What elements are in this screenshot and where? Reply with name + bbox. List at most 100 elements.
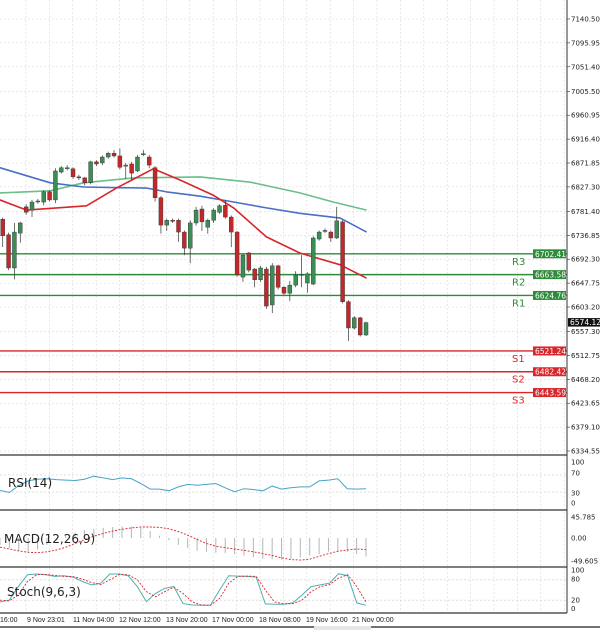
rsi-label: RSI(14): [8, 476, 52, 490]
candle: [182, 230, 187, 256]
level-price-label: 6443.59: [535, 389, 566, 398]
time-tick-label: 16:00: [0, 617, 18, 624]
candle-body: [193, 209, 199, 224]
price-tick-label: 7140.50: [571, 16, 600, 24]
candle-body: [246, 252, 252, 271]
rsi-tick-label: 70: [571, 470, 580, 478]
candle-body: [346, 301, 351, 329]
candle: [53, 168, 58, 204]
level-price-label: 6663.58: [535, 271, 566, 280]
candle-body: [117, 155, 123, 168]
scrollbar-thumb[interactable]: [314, 626, 371, 630]
level-price-label: 6702.41: [535, 250, 566, 259]
candle-body: [146, 156, 152, 166]
candle-body: [322, 230, 328, 232]
price-tick-label: 6603.20: [571, 304, 600, 312]
moving-average-fast: [0, 168, 367, 279]
candle-body: [270, 265, 275, 306]
candle-body: [141, 153, 146, 156]
current-price-label: 6574.12: [570, 318, 600, 327]
candle-body: [158, 197, 164, 226]
stoch-d-line: [0, 573, 367, 606]
candle-body: [182, 231, 187, 249]
moving-average-mid: [0, 166, 367, 233]
candle-body: [334, 220, 339, 239]
candle-body: [41, 191, 46, 203]
price-tick-label: 6423.65: [571, 400, 600, 408]
candle-body: [82, 177, 87, 183]
time-tick-label: 19 Nov 16:00: [306, 617, 348, 624]
candle-body: [264, 268, 269, 307]
candle-body: [281, 287, 287, 294]
candle-body: [23, 206, 29, 213]
candle: [205, 218, 211, 234]
candle-body: [340, 221, 345, 302]
candle-body: [199, 208, 205, 223]
level-label-s1: S1: [512, 354, 525, 365]
candle: [111, 150, 117, 158]
time-tick-label: 12 Nov 12:00: [119, 617, 161, 624]
candle: [275, 264, 281, 290]
candle-body: [188, 222, 193, 249]
candle-body: [53, 170, 58, 201]
candle: [123, 162, 128, 179]
candle: [117, 148, 123, 170]
level-price-box: [533, 346, 566, 356]
candle-body: [293, 274, 298, 286]
price-tick-label: 6468.20: [571, 376, 600, 384]
candle-body: [29, 201, 35, 211]
candle-body: [12, 231, 17, 269]
candle: [35, 198, 41, 204]
stoch-tick-label: 80: [571, 576, 580, 584]
candle: [346, 300, 351, 341]
level-price-label: 6624.76: [535, 291, 566, 300]
candle: [240, 253, 246, 282]
level-label-s3: S3: [512, 396, 525, 407]
candle-body: [105, 153, 111, 158]
price-tick-label: 6647.75: [571, 280, 600, 288]
candle: [234, 230, 240, 277]
candle-body: [357, 317, 363, 336]
rsi-tick-label: 100: [571, 459, 584, 467]
level-price-box: [533, 270, 566, 280]
candle: [88, 160, 93, 185]
price-tick-label: 6871.85: [571, 160, 600, 168]
candle-body: [100, 156, 105, 164]
candle-body: [170, 220, 175, 222]
candle-body: [275, 265, 281, 288]
price-tick-label: 6512.75: [571, 352, 600, 360]
time-tick-label: 11 Nov 04:00: [73, 617, 114, 624]
price-tick-label: 6692.30: [571, 256, 600, 264]
indicator-panes: [0, 454, 567, 614]
level-price-label: 6521.24: [535, 347, 566, 356]
time-tick-label: 18 Nov 08:00: [259, 617, 301, 624]
candle-body: [59, 167, 64, 173]
level-price-box: [533, 367, 566, 377]
candle: [281, 286, 287, 295]
level-label-s2: S2: [512, 375, 525, 386]
grid: [0, 0, 567, 613]
level-price-box: [533, 388, 566, 398]
candle-body: [6, 234, 11, 269]
rsi-line: [0, 475, 367, 494]
candle-body: [217, 205, 222, 213]
candle: [246, 251, 252, 273]
price-tick-label: 6916.40: [571, 136, 600, 144]
price-tick-label: 6960.95: [571, 112, 600, 120]
candle-body: [240, 254, 246, 278]
candle-body: [18, 222, 23, 234]
candle: [12, 222, 17, 280]
candle: [141, 150, 146, 156]
candle: [352, 316, 357, 330]
time-tick-label: 17 Nov 00:00: [212, 617, 254, 624]
candle-body: [164, 220, 169, 226]
candle-body: [64, 167, 70, 169]
time-tick-label: 13 Nov 20:00: [166, 617, 208, 624]
price-tick-label: 6736.85: [571, 232, 600, 240]
candle-body: [135, 156, 140, 172]
candle-body: [229, 216, 234, 233]
price-tick-label: 6379.10: [571, 424, 600, 432]
candle: [135, 154, 140, 173]
macd-label: MACD(12,26,9): [4, 532, 95, 546]
